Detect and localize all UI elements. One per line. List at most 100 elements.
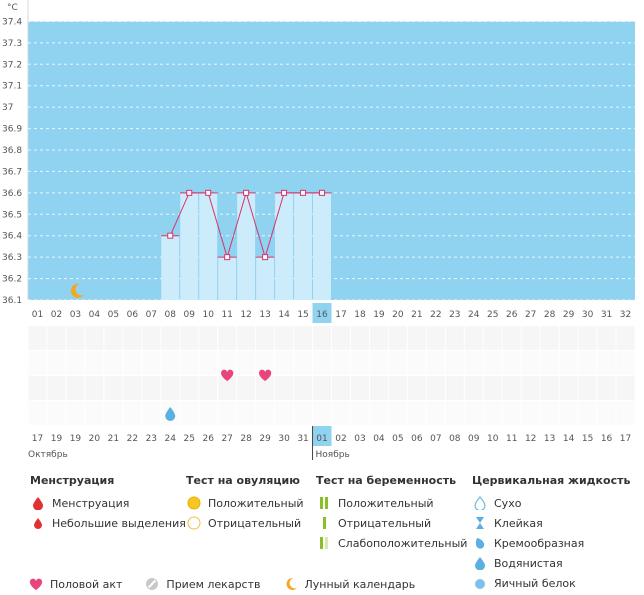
x-tick-label: 29 (563, 310, 575, 320)
calendar-date: 29 (259, 434, 271, 444)
event-cell (218, 351, 237, 375)
event-cell (407, 351, 426, 375)
event-cell (199, 401, 218, 425)
x-tick-label: 14 (278, 310, 290, 320)
legend-item: Яичный белок (472, 573, 630, 593)
event-cell (388, 326, 407, 350)
event-cell (407, 326, 426, 350)
x-tick-label: 02 (51, 310, 62, 320)
y-tick-label: 36.3 (2, 253, 22, 263)
x-tick-label: 20 (392, 310, 404, 320)
event-cell (445, 376, 464, 400)
dry-drop-icon (472, 495, 488, 511)
temperature-point (243, 189, 250, 196)
legend-item: Слабоположительный (316, 533, 467, 553)
event-cell (256, 401, 275, 425)
legend-item: Прием лекарств (144, 576, 261, 592)
event-cell (199, 326, 218, 350)
x-tick-label: 07 (146, 310, 157, 320)
event-cell (540, 401, 559, 425)
legend-pregnancy: Тест на беременность Положительный Отриц… (316, 474, 467, 553)
y-tick-label: 36.8 (2, 146, 22, 156)
x-tick-label: 04 (89, 310, 101, 320)
temperature-column (199, 192, 218, 300)
event-cell (237, 326, 256, 350)
event-cell (28, 326, 47, 350)
event-cell (180, 401, 199, 425)
event-cell (426, 326, 445, 350)
event-cell (521, 351, 540, 375)
legend-item: Отрицательный (316, 513, 467, 533)
temperature-point (205, 189, 212, 196)
legend-label: Положительный (338, 496, 434, 510)
x-tick-label: 18 (354, 310, 366, 320)
upper-band (28, 0, 635, 22)
x-tick-label: 30 (582, 310, 594, 320)
event-cell (28, 401, 47, 425)
event-cell (180, 351, 199, 375)
x-tick-label: 24 (468, 310, 480, 320)
x-tick-label: 23 (449, 310, 460, 320)
event-cell (388, 351, 407, 375)
calendar-date: 25 (184, 434, 195, 444)
x-tick-label: 09 (184, 310, 196, 320)
month-label: Октябрь (28, 450, 68, 460)
ovulation-positive-icon (186, 495, 202, 511)
calendar-date: 06 (411, 434, 423, 444)
event-cell (256, 326, 275, 350)
egg-white-drop-icon (472, 575, 488, 591)
temperature-column (237, 192, 256, 300)
calendar-date: 04 (373, 434, 385, 444)
y-unit-label: °C (7, 3, 18, 13)
event-cell (123, 401, 142, 425)
event-cell (85, 376, 104, 400)
event-cell (597, 376, 616, 400)
temperature-column (218, 257, 237, 300)
heart-icon (259, 369, 272, 381)
temperature-point (167, 232, 174, 239)
pregnancy-weak-icon (316, 535, 332, 551)
calendar-date: 17 (620, 434, 631, 444)
event-cell (521, 376, 540, 400)
legend-ovulation-title: Тест на овуляцию (186, 474, 300, 487)
x-tick-label: 10 (202, 310, 214, 320)
legend-label: Сухо (494, 496, 522, 510)
event-cell (142, 376, 161, 400)
event-cell (104, 326, 123, 350)
legend-item: Менструация (30, 493, 186, 513)
x-tick-label: 27 (525, 310, 536, 320)
event-cell (502, 351, 521, 375)
temperature-point (262, 254, 269, 261)
x-tick-label: 06 (127, 310, 139, 320)
calendar-date: 09 (468, 434, 480, 444)
calendar-date: 02 (335, 434, 346, 444)
event-cell (483, 326, 502, 350)
today-calendar-highlight (312, 426, 332, 446)
y-tick-label: 37.4 (2, 17, 22, 27)
legend-menstruation-title: Менструация (30, 474, 115, 487)
event-cell (66, 376, 85, 400)
bbt-chart: °C 36.1 36.2 36.3 36.4 36.5 36.6 36.7 36.8 36.9 37… (2, 0, 635, 460)
legend-label: Небольшие выделения (52, 516, 186, 530)
calendar-date: 03 (354, 434, 365, 444)
event-cell (332, 376, 350, 400)
x-tick-label: 01 (32, 310, 43, 320)
calendar-date: 21 (108, 434, 119, 444)
legend-label: Водянистая (494, 556, 563, 570)
event-cell (464, 326, 483, 350)
event-cell (540, 376, 559, 400)
event-cell (294, 401, 313, 425)
event-cell (502, 376, 521, 400)
event-cell (578, 351, 597, 375)
y-tick-label: 36.5 (2, 210, 22, 220)
event-cell (332, 351, 350, 375)
moon-icon (283, 576, 299, 592)
y-axis: °C 36.1 36.2 36.3 36.4 36.5 36.6 36.7 36.8 36.9 37… (2, 3, 22, 306)
event-cell (464, 376, 483, 400)
legend-item: Небольшие выделения (30, 513, 186, 533)
event-cell (66, 326, 85, 350)
temperature-point (186, 189, 193, 196)
event-cell (123, 376, 142, 400)
event-cell (521, 326, 540, 350)
event-cell (369, 326, 388, 350)
